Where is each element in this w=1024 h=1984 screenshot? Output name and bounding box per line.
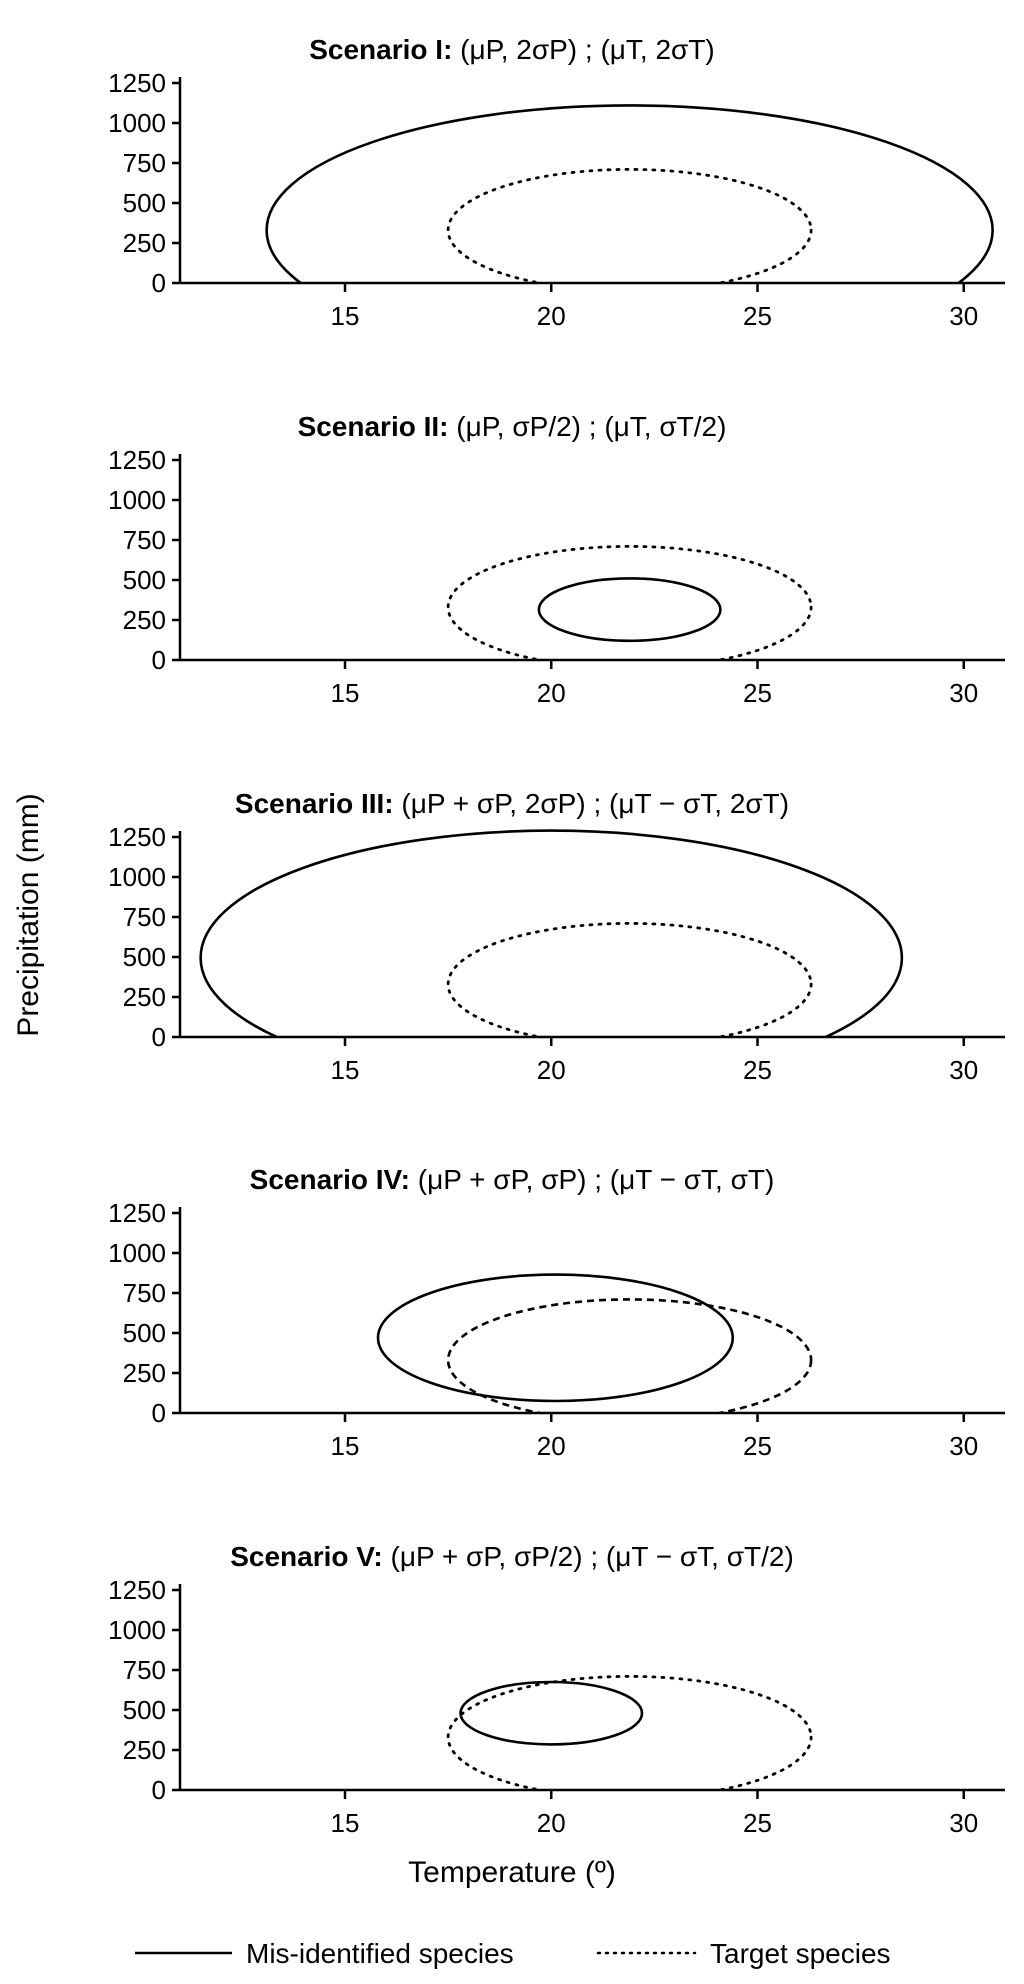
y-tick-label: 1000 bbox=[108, 485, 166, 515]
series-dotted-curve bbox=[448, 1676, 811, 1798]
x-tick-label: 25 bbox=[743, 678, 772, 708]
x-tick-label: 20 bbox=[537, 301, 566, 331]
x-tick-label: 30 bbox=[949, 1431, 978, 1461]
x-tick-label: 25 bbox=[743, 1055, 772, 1085]
y-tick-label: 1000 bbox=[108, 108, 166, 138]
panel-title: Scenario V: (μP + σP, σP/2) ; (μT − σT, … bbox=[230, 1541, 794, 1572]
panels: Scenario I: (μP, 2σP) ; (μT, 2σT)0250500… bbox=[108, 34, 1005, 1838]
y-tick-label: 1250 bbox=[108, 1575, 166, 1605]
x-tick-label: 20 bbox=[537, 1808, 566, 1838]
y-tick-label: 1250 bbox=[108, 1198, 166, 1228]
y-tick-label: 0 bbox=[152, 1022, 166, 1052]
x-axis-label: Temperature (º) bbox=[408, 1856, 616, 1889]
x-tick-label: 15 bbox=[331, 678, 360, 708]
legend-label-target: Target species bbox=[710, 1938, 891, 1969]
panel-title-formula: (μP, σP/2) ; (μT, σT/2) bbox=[449, 411, 727, 442]
y-tick-label: 0 bbox=[152, 1775, 166, 1805]
y-tick-label: 500 bbox=[123, 565, 166, 595]
series-dotted-curve bbox=[448, 546, 811, 668]
panel-2: Scenario II: (μP, σP/2) ; (μT, σT/2) 0 250… bbox=[108, 411, 1005, 708]
x-tick-label: 20 bbox=[537, 1431, 566, 1461]
series-solid-curve bbox=[267, 105, 993, 355]
x-tick-label: 30 bbox=[949, 1055, 978, 1085]
panel-title-formula: (μP + σP, σP/2) ; (μT − σT, σT/2) bbox=[383, 1541, 794, 1572]
y-tick-label: 250 bbox=[123, 1358, 166, 1388]
x-tick-label: 15 bbox=[331, 1808, 360, 1838]
x-tick-label: 25 bbox=[743, 1808, 772, 1838]
y-tick-label: 1250 bbox=[108, 822, 166, 852]
y-tick-label: 1250 bbox=[108, 68, 166, 98]
x-tick-label: 30 bbox=[949, 301, 978, 331]
x-tick-label: 30 bbox=[949, 678, 978, 708]
panel-title-bold: Scenario IV: bbox=[250, 1164, 410, 1195]
y-tick-label: 250 bbox=[123, 605, 166, 635]
panel-title: Scenario III: (μP + σP, 2σP) ; (μT − σT,… bbox=[235, 788, 789, 819]
y-tick-label: 1000 bbox=[108, 1615, 166, 1645]
panel-title-bold: Scenario III: bbox=[235, 788, 394, 819]
y-tick-label: 250 bbox=[123, 982, 166, 1012]
x-tick-label: 15 bbox=[331, 301, 360, 331]
x-tick-label: 25 bbox=[743, 1431, 772, 1461]
y-tick-label: 1000 bbox=[108, 1238, 166, 1268]
series-solid-curve bbox=[378, 1275, 733, 1401]
y-axis-label: Precipitation (mm) bbox=[12, 793, 45, 1036]
panel-title-bold: Scenario I: bbox=[309, 34, 452, 65]
panel-title-bold: Scenario V: bbox=[230, 1541, 383, 1572]
panel-title: Scenario IV: (μP + σP, σP) ; (μT − σT, σ… bbox=[250, 1164, 775, 1195]
x-tick-label: 20 bbox=[537, 678, 566, 708]
y-tick-label: 750 bbox=[123, 525, 166, 555]
y-tick-label: 750 bbox=[123, 902, 166, 932]
panel-title-bold: Scenario II: bbox=[298, 411, 449, 442]
panel-title-formula: (μP, 2σP) ; (μT, 2σT) bbox=[452, 34, 714, 65]
y-tick-label: 250 bbox=[123, 1735, 166, 1765]
y-tick-label: 0 bbox=[152, 268, 166, 298]
y-tick-label: 750 bbox=[123, 148, 166, 178]
legend-label-mis-identified: Mis-identified species bbox=[246, 1938, 514, 1969]
panel-4: Scenario IV: (μP + σP, σP) ; (μT − σT, σ… bbox=[108, 1164, 1005, 1461]
panel-title-formula: (μP + σP, σP) ; (μT − σT, σT) bbox=[410, 1164, 774, 1195]
y-tick-label: 500 bbox=[123, 188, 166, 218]
x-tick-label: 30 bbox=[949, 1808, 978, 1838]
legend: Mis-identified species Target species bbox=[135, 1938, 891, 1969]
panel-title-formula: (μP + σP, 2σP) ; (μT − σT, 2σT) bbox=[394, 788, 790, 819]
x-tick-label: 20 bbox=[537, 1055, 566, 1085]
series-solid-curve bbox=[461, 1682, 643, 1744]
x-tick-label: 15 bbox=[331, 1055, 360, 1085]
y-tick-label: 0 bbox=[152, 645, 166, 675]
x-tick-label: 25 bbox=[743, 301, 772, 331]
panel-3: Scenario III: (μP + σP, 2σP) ; (μT − σT,… bbox=[108, 788, 1005, 1085]
y-tick-label: 250 bbox=[123, 228, 166, 258]
series-solid-curve bbox=[201, 831, 902, 1085]
y-tick-label: 750 bbox=[123, 1655, 166, 1685]
panel-title: Scenario II: (μP, σP/2) ; (μT, σT/2) bbox=[298, 411, 727, 442]
panel-title: Scenario I: (μP, 2σP) ; (μT, 2σT) bbox=[309, 34, 715, 65]
y-tick-label: 750 bbox=[123, 1278, 166, 1308]
y-tick-label: 1250 bbox=[108, 445, 166, 475]
series-dashed-curve bbox=[448, 1299, 811, 1421]
y-tick-label: 1000 bbox=[108, 862, 166, 892]
y-tick-label: 500 bbox=[123, 942, 166, 972]
x-tick-label: 15 bbox=[331, 1431, 360, 1461]
panel-5: Scenario V: (μP + σP, σP/2) ; (μT − σT, … bbox=[108, 1541, 1005, 1838]
panel-1: Scenario I: (μP, 2σP) ; (μT, 2σT) 0 250 500… bbox=[108, 34, 1005, 355]
series-solid-curve bbox=[539, 578, 721, 640]
y-tick-label: 500 bbox=[123, 1318, 166, 1348]
series-dotted-curve bbox=[448, 923, 811, 1045]
series-dotted-curve bbox=[448, 169, 811, 291]
y-tick-label: 500 bbox=[123, 1695, 166, 1725]
y-tick-label: 0 bbox=[152, 1398, 166, 1428]
